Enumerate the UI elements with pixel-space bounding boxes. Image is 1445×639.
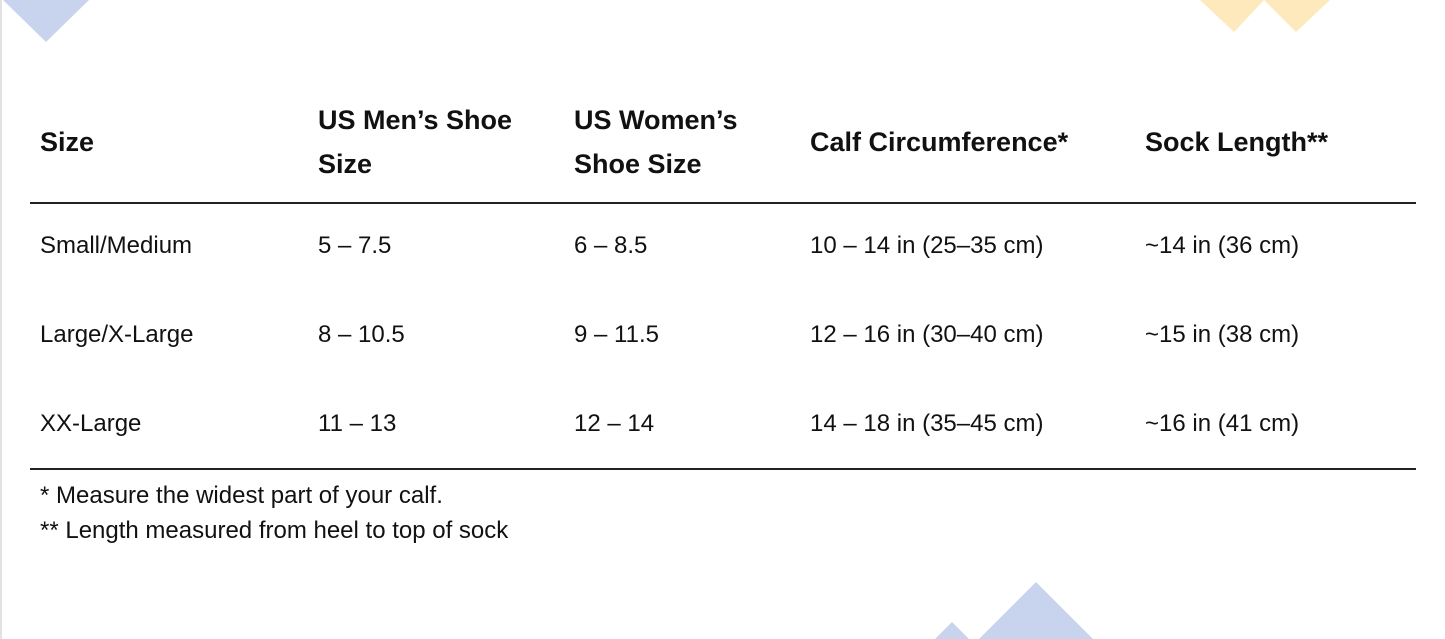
header-divider bbox=[30, 202, 1416, 204]
cell-calf-circumference: 10 – 14 in (25–35 cm) bbox=[810, 232, 1044, 259]
triangle-top-left bbox=[3, 0, 89, 42]
header-line: US Men’s Shoe bbox=[318, 105, 513, 135]
header-mens-shoe-size: US Men’s Shoe Size bbox=[318, 98, 512, 186]
header-womens-shoe-size: US Women’s Shoe Size bbox=[574, 98, 738, 186]
header-line: Shoe Size bbox=[574, 149, 702, 179]
cell-calf-circumference: 12 – 16 in (30–40 cm) bbox=[810, 321, 1044, 348]
triangle-bottom-large bbox=[979, 582, 1093, 639]
cell-mens-shoe-size: 8 – 10.5 bbox=[318, 321, 405, 348]
left-border bbox=[0, 0, 2, 639]
header-sock-length: Sock Length** bbox=[1145, 127, 1329, 157]
cell-calf-circumference: 14 – 18 in (35–45 cm) bbox=[810, 410, 1044, 437]
cell-size: Small/Medium bbox=[40, 232, 193, 259]
cell-womens-shoe-size: 9 – 11.5 bbox=[574, 321, 659, 348]
cell-size: Large/X-Large bbox=[40, 321, 194, 348]
header-size: Size bbox=[40, 127, 95, 157]
cell-size: XX-Large bbox=[40, 410, 142, 437]
triangle-top-right-1 bbox=[1200, 0, 1264, 32]
cell-womens-shoe-size: 6 – 8.5 bbox=[574, 232, 648, 259]
cell-mens-shoe-size: 11 – 13 bbox=[318, 410, 397, 437]
footnote-length: ** Length measured from heel to top of s… bbox=[40, 517, 509, 544]
header-line: US Women’s bbox=[574, 105, 738, 135]
triangle-bottom-small bbox=[935, 622, 969, 639]
triangle-top-right-2 bbox=[1264, 0, 1330, 32]
table-bottom-divider bbox=[30, 468, 1416, 470]
cell-sock-length: ~14 in (36 cm) bbox=[1145, 232, 1300, 259]
cell-sock-length: ~16 in (41 cm) bbox=[1145, 410, 1300, 437]
header-calf-circumference: Calf Circumference* bbox=[810, 127, 1069, 157]
cell-mens-shoe-size: 5 – 7.5 bbox=[318, 232, 392, 259]
header-line: Size bbox=[318, 149, 373, 179]
cell-sock-length: ~15 in (38 cm) bbox=[1145, 321, 1300, 348]
footnote-calf: * Measure the widest part of your calf. bbox=[40, 482, 443, 509]
cell-womens-shoe-size: 12 – 14 bbox=[574, 410, 655, 437]
